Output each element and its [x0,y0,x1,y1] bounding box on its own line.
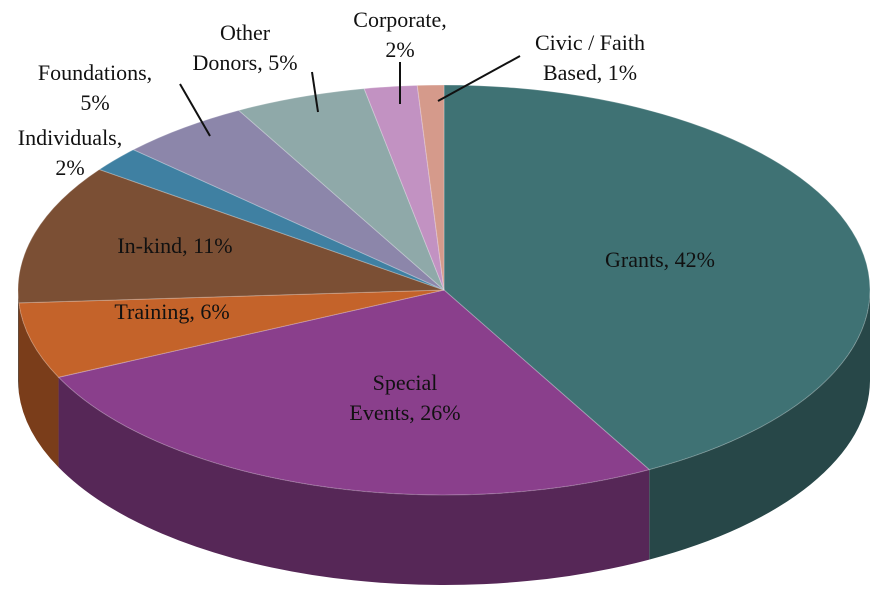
data-labels: Grants, 42% Special Events, 26% Training, 6… [18,7,715,425]
slice [237,88,445,291]
data-label: Grants, 42% [605,247,715,272]
data-label: Training, 6% [114,299,229,324]
leader-line [437,55,521,102]
data-label: In-kind, 11% [117,233,232,258]
slice [17,168,445,304]
pie-tops [17,84,871,496]
slice-side [18,290,19,393]
slice [18,289,445,378]
data-label: Foundations, 5% [38,60,152,115]
slice [443,84,871,471]
leader-line [311,71,319,113]
leader-lines [179,55,521,137]
slice [132,109,445,291]
slice [57,289,651,496]
slice [363,84,445,291]
data-label: Corporate, 2% [353,7,446,62]
data-label: Other Donors, 5% [192,20,297,75]
slice [416,84,445,291]
slice-side [58,377,650,586]
leader-line [179,83,211,137]
data-label: Individuals, 2% [18,125,123,180]
data-label: Civic / Faith Based, 1% [535,30,645,85]
pie-sides [18,290,870,586]
slice-side [649,290,870,560]
data-label: Special Events, 26% [349,370,460,425]
slice [98,149,445,291]
slice-side [18,302,59,468]
